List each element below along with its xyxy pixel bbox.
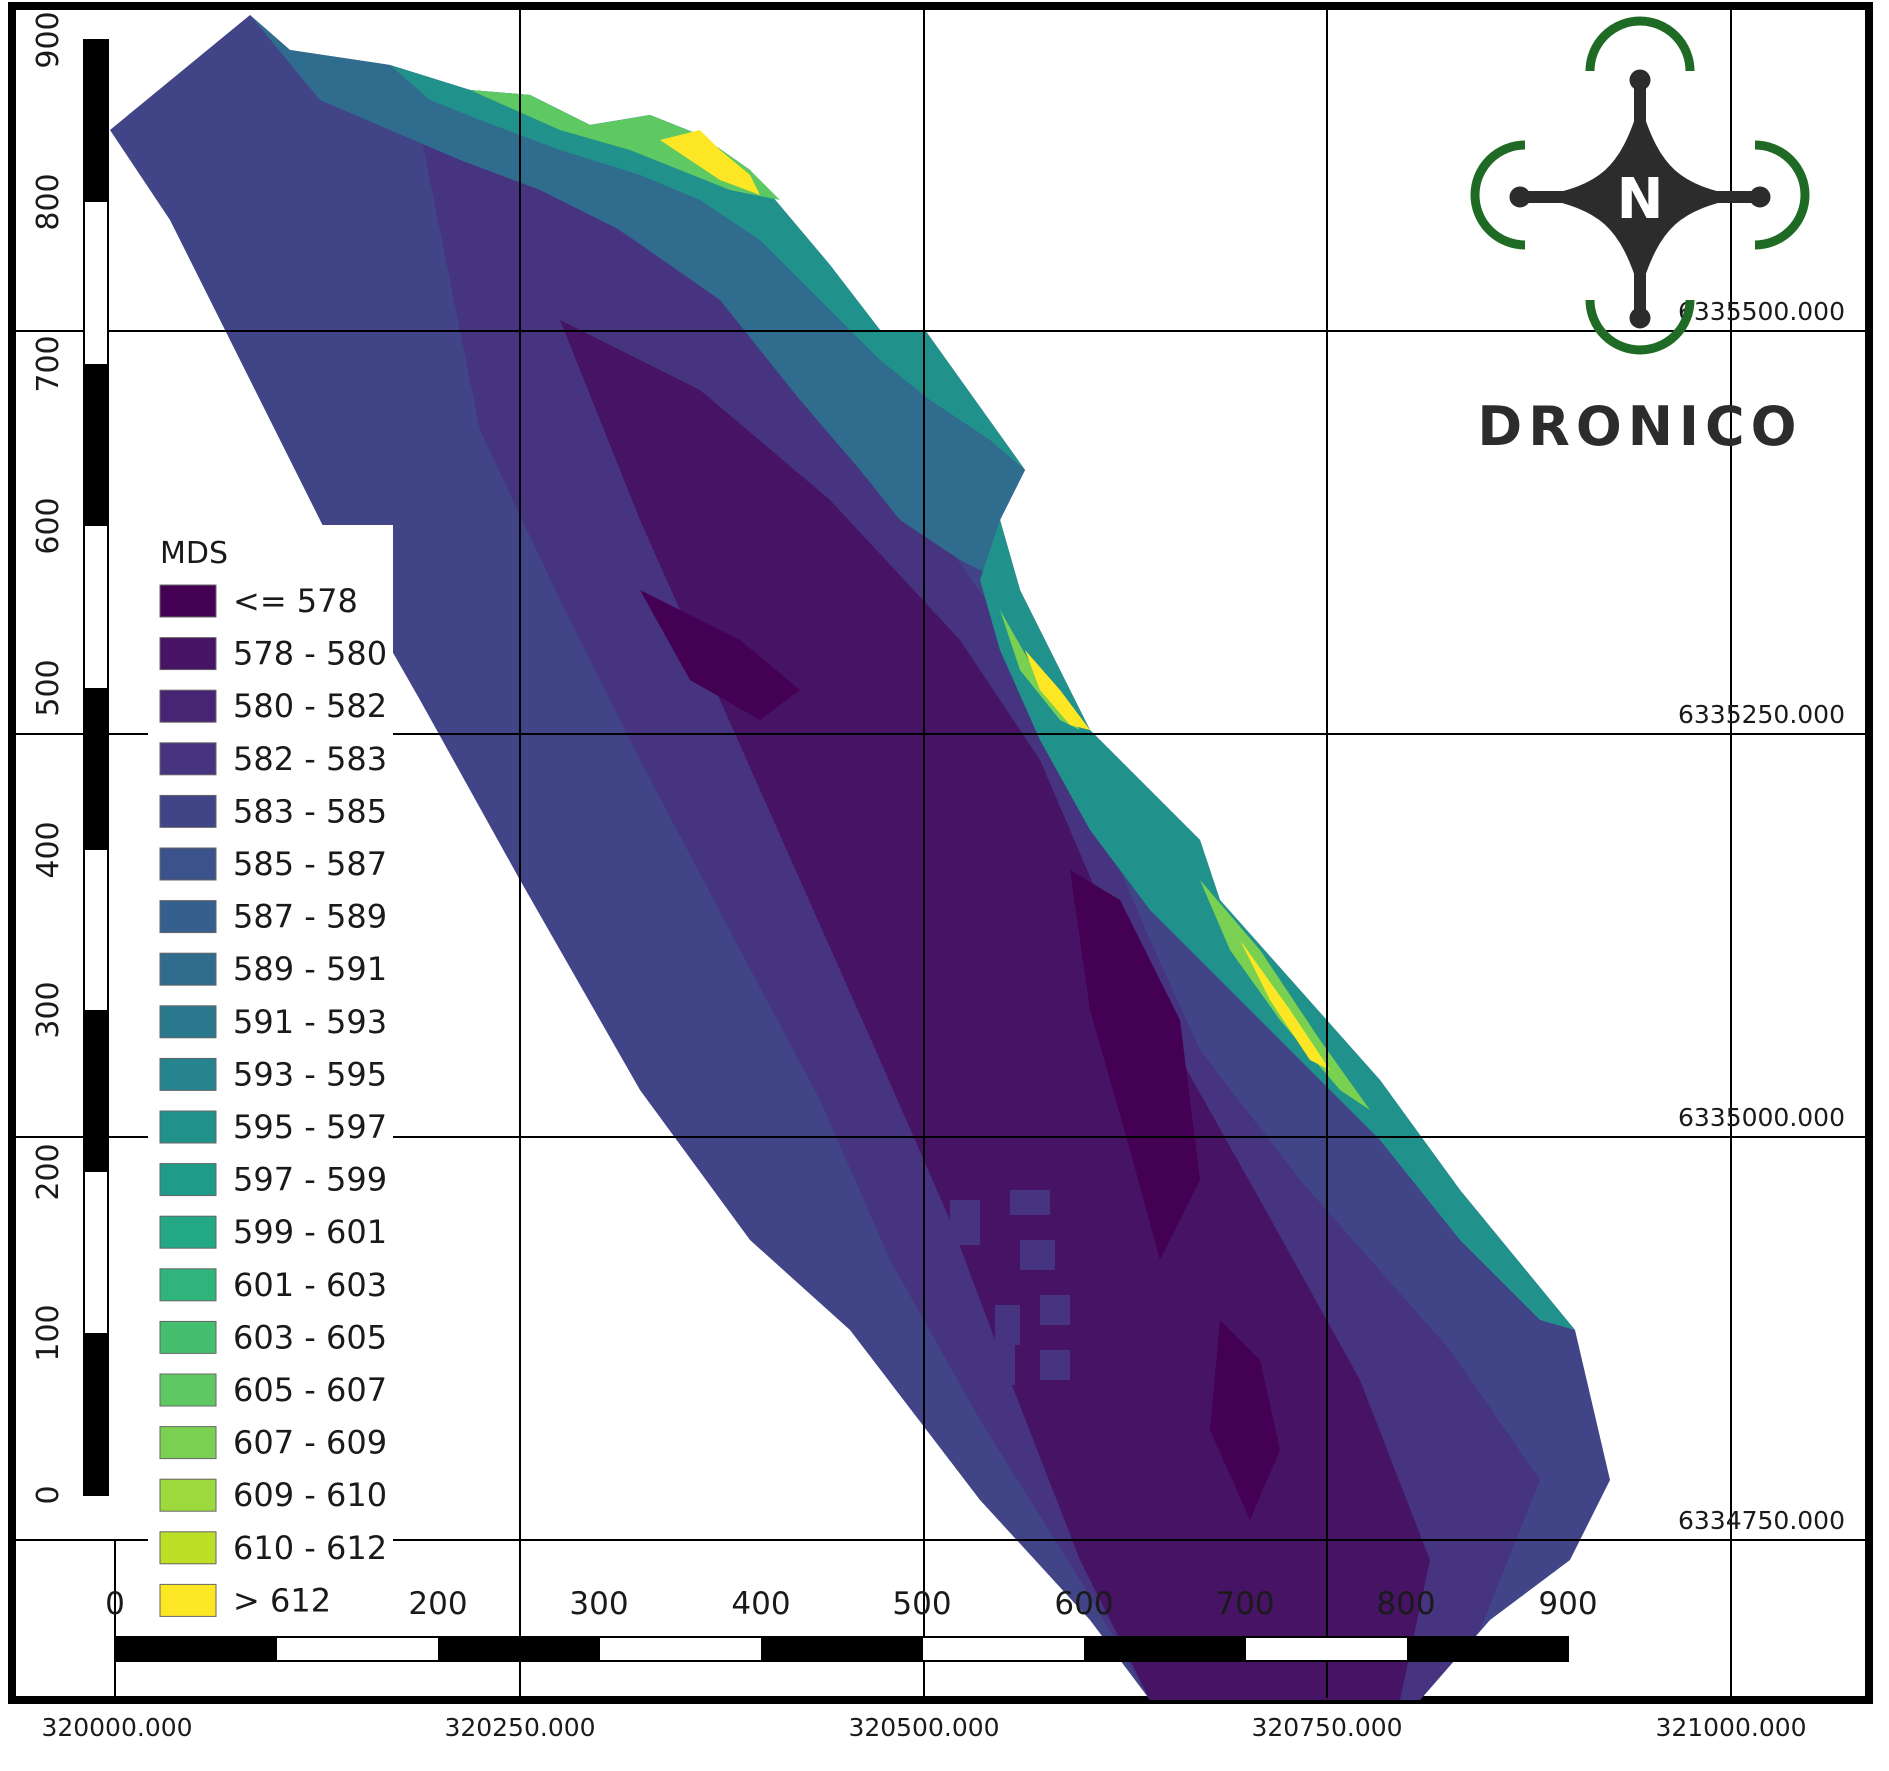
scale-label: 600 [1054,1586,1113,1622]
easting-label: 321000.000 [1655,1713,1806,1742]
brand-name: DRONICO [1477,395,1802,458]
easting-label: 320250.000 [444,1713,595,1742]
scale-label: 500 [31,659,66,716]
scale-label: 900 [31,11,66,68]
northing-label: 6335000.000 [1678,1103,1845,1132]
scale-label: 800 [31,173,66,230]
northing-label: 6335250.000 [1678,700,1845,729]
northing-label: 6334750.000 [1678,1506,1845,1535]
vertical-scale-labels: 900 800 700 600 500 400 300 200 100 0 [31,11,66,1504]
vertical-scale-bar [83,39,109,1496]
legend-label: 589 - 591 [233,950,387,988]
legend-swatch [159,1583,217,1617]
legend-label: 610 - 612 [233,1529,387,1567]
legend-label: 593 - 595 [233,1055,387,1093]
northing-label: 6335500.000 [1678,297,1845,326]
scale-label: 200 [31,1143,66,1200]
scale-label: 800 [1376,1586,1435,1622]
legend: MDS <= 578 578 - 580 580 - 582 582 - 583 583… [148,525,393,1625]
scale-label: 0 [105,1586,125,1622]
legend-swatch [159,1426,217,1460]
legend-swatch [159,689,217,723]
legend-swatch [159,1268,217,1302]
scale-label: 700 [1215,1586,1274,1622]
scale-label: 400 [31,821,66,878]
legend-label: > 612 [233,1581,331,1619]
drone-icon [1470,16,1810,355]
scale-label: 500 [892,1586,951,1622]
elevation-raster [110,15,1610,1700]
scale-label: 600 [31,497,66,554]
legend-label: 585 - 587 [233,845,387,883]
scale-label: 900 [1538,1586,1597,1622]
legend-swatch [159,1320,217,1354]
legend-label: 578 - 580 [233,635,387,673]
legend-swatch [159,952,217,986]
legend-label: 607 - 609 [233,1424,387,1462]
horizontal-scale-labels: 0 200 300 400 500 600 700 800 900 [105,1586,1597,1622]
legend-swatch [159,1057,217,1091]
horizontal-scale-bar [114,1636,1569,1662]
legend-swatch [159,1215,217,1249]
dronico-logo: N DRONICO [1470,16,1810,458]
legend-swatch [159,584,217,618]
scale-label: 700 [31,335,66,392]
legend-label: 603 - 605 [233,1318,387,1356]
legend-label: 591 - 593 [233,1003,387,1041]
legend-swatch [159,1163,217,1197]
easting-label: 320500.000 [848,1713,999,1742]
legend-title: MDS [160,536,228,571]
legend-label: 595 - 597 [233,1108,387,1146]
legend-label: 601 - 603 [233,1266,387,1304]
legend-label: 580 - 582 [233,687,387,725]
legend-swatch [159,1005,217,1039]
scale-label: 300 [569,1586,628,1622]
scale-label: 200 [408,1586,467,1622]
legend-label: 587 - 589 [233,898,387,936]
scale-label: 0 [31,1485,66,1504]
legend-swatch [159,637,217,671]
legend-swatch [159,1373,217,1407]
scale-label: 400 [731,1586,790,1622]
legend-swatch [159,900,217,934]
legend-swatch [159,847,217,881]
legend-label: <= 578 [233,582,358,620]
scale-label: 300 [31,981,66,1038]
north-letter: N [1617,167,1664,232]
easting-label: 320750.000 [1251,1713,1402,1742]
legend-label: 583 - 585 [233,792,387,830]
legend-label: 582 - 583 [233,740,387,778]
legend-label: 597 - 599 [233,1161,387,1199]
legend-items: <= 578 578 - 580 580 - 582 582 - 583 583 - 5… [159,582,387,1619]
legend-swatch [159,742,217,776]
legend-swatch [159,1531,217,1565]
easting-label: 320000.000 [41,1713,192,1742]
legend-swatch [159,1110,217,1144]
legend-swatch [159,1478,217,1512]
legend-label: 609 - 610 [233,1476,387,1514]
scale-label: 100 [31,1304,66,1361]
legend-swatch [159,794,217,828]
legend-label: 599 - 601 [233,1213,387,1251]
legend-label: 605 - 607 [233,1371,387,1409]
